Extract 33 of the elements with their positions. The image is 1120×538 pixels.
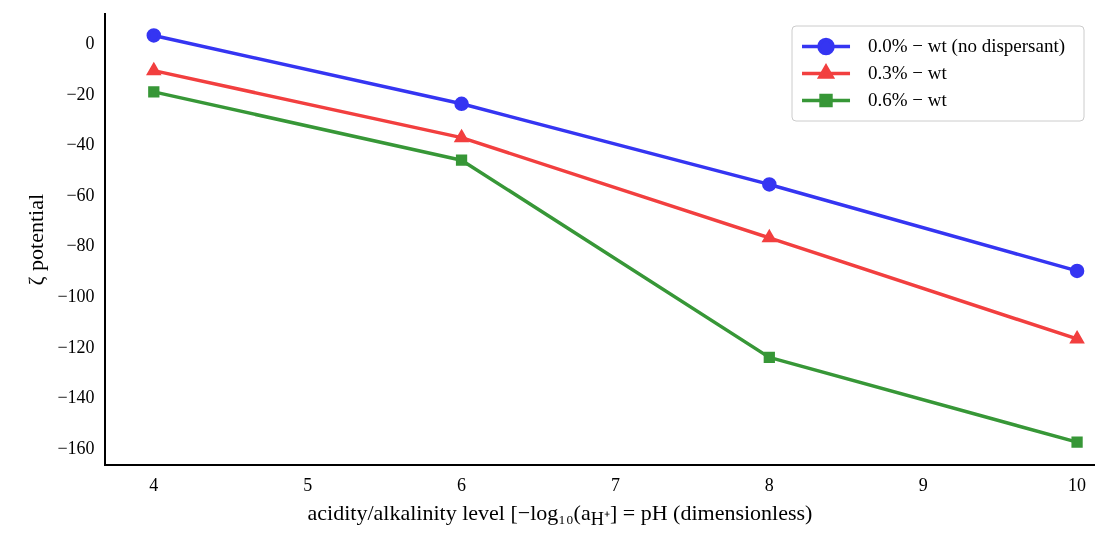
legend-label: 0.3% − wt — [868, 62, 948, 84]
x-tick-label: 7 — [610, 474, 620, 495]
x-tick-label: 10 — [1068, 474, 1087, 495]
x-tick-label: 8 — [764, 474, 774, 495]
y-tick-label: −60 — [66, 184, 95, 205]
x-tick-label: 9 — [918, 474, 928, 495]
point — [146, 28, 162, 43]
legend-label: 0.6% − wt — [868, 89, 948, 111]
y-tick-label: −40 — [66, 134, 95, 155]
point — [762, 177, 777, 192]
y-tick-label: −120 — [57, 336, 95, 357]
point — [761, 228, 777, 243]
y-tick-label: −80 — [66, 235, 95, 256]
legend-label: 0.0% − wt (no dispersant) — [868, 35, 1066, 58]
y-tick-label: −100 — [57, 285, 95, 306]
point — [455, 154, 468, 166]
point — [1070, 331, 1084, 344]
point — [147, 63, 161, 76]
point — [455, 130, 469, 143]
point — [1069, 263, 1085, 279]
point — [763, 351, 775, 364]
y-tick-label: −160 — [57, 437, 95, 458]
y-axis-title: ζ potential — [22, 193, 48, 286]
point — [148, 86, 160, 98]
y-tick-label: 0 — [85, 33, 95, 54]
x-axis-title: acidity/alkalinity level [−log₁₀(a$_{H⁺}$] = pH (dimensionless) — [306, 500, 814, 531]
y-tick-label: −20 — [66, 83, 95, 104]
x-tick-label: 4 — [149, 474, 159, 495]
x-tick-label: 6 — [457, 474, 467, 495]
point — [454, 96, 469, 112]
point — [1071, 436, 1083, 448]
y-tick-label: −140 — [57, 387, 95, 408]
x-tick-label: 5 — [303, 474, 313, 495]
